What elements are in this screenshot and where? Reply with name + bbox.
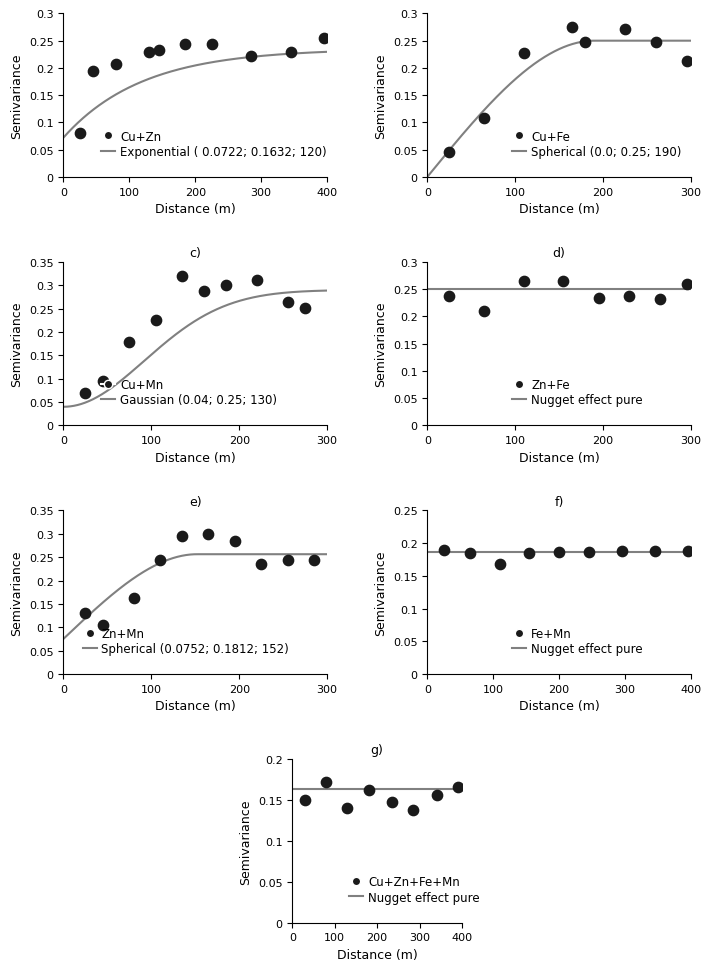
Point [251,273,262,288]
Point [363,782,374,798]
Point [620,22,631,37]
Point [123,335,135,351]
Point [593,291,604,307]
Legend: Cu+Zn, Exponential ( 0.0722; 0.1632; 120): Cu+Zn, Exponential ( 0.0722; 0.1632; 120… [101,131,326,159]
Y-axis label: Semivariance: Semivariance [11,550,23,635]
Y-axis label: Semivariance: Semivariance [374,54,387,138]
Point [286,45,297,61]
Y-axis label: Semivariance: Semivariance [11,54,23,138]
Point [518,46,529,62]
Point [524,546,535,561]
Point [80,606,91,622]
Point [479,304,490,319]
Point [74,127,85,142]
Point [128,590,140,605]
Point [431,787,442,802]
Point [342,801,353,816]
Point [649,544,661,559]
Point [176,269,188,284]
Point [654,292,666,308]
Point [154,44,165,60]
X-axis label: Distance (m): Distance (m) [155,452,235,464]
Legend: Cu+Fe, Spherical (0.0; 0.25; 190): Cu+Fe, Spherical (0.0; 0.25; 190) [513,131,682,159]
Y-axis label: Semivariance: Semivariance [11,302,23,387]
Point [407,802,419,818]
Point [150,313,161,329]
Title: d): d) [553,247,565,260]
Point [616,544,627,559]
Point [681,277,692,292]
Legend: Zn+Mn, Spherical (0.0752; 0.1812; 152): Zn+Mn, Spherical (0.0752; 0.1812; 152) [82,627,289,655]
Legend: Zn+Fe, Nugget effect pure: Zn+Fe, Nugget effect pure [513,379,643,407]
Point [229,533,240,549]
X-axis label: Distance (m): Distance (m) [519,452,599,464]
Point [282,553,293,568]
Title: c): c) [190,247,201,260]
Point [443,145,455,160]
Title: g): g) [371,744,384,756]
Point [97,374,109,389]
Point [176,529,188,544]
Point [580,35,591,50]
Legend: Fe+Mn, Nugget effect pure: Fe+Mn, Nugget effect pure [513,627,643,655]
Point [154,553,166,568]
Point [443,289,455,305]
Point [206,37,217,53]
X-axis label: Distance (m): Distance (m) [519,203,599,216]
Y-axis label: Semivariance: Semivariance [374,302,387,387]
Point [282,295,293,310]
Point [567,20,578,36]
Point [650,35,661,50]
Title: e): e) [189,496,202,508]
Y-axis label: Semivariance: Semivariance [240,799,252,883]
X-axis label: Distance (m): Distance (m) [155,203,235,216]
Point [583,545,594,560]
Point [255,557,266,573]
Point [111,58,122,73]
Y-axis label: Semivariance: Semivariance [374,550,387,635]
Point [321,775,332,790]
Legend: Cu+Mn, Gaussian (0.04; 0.25; 130): Cu+Mn, Gaussian (0.04; 0.25; 130) [101,379,277,407]
Point [682,544,693,559]
Point [221,279,232,294]
Point [494,556,505,572]
Point [465,546,476,561]
Point [97,618,109,633]
Point [308,553,319,568]
Point [386,794,398,809]
Point [180,37,191,53]
X-axis label: Distance (m): Distance (m) [519,700,599,712]
Point [438,542,449,557]
Point [553,545,565,560]
Point [681,55,692,70]
Point [624,289,635,305]
Point [80,385,91,401]
Point [558,274,569,289]
X-axis label: Distance (m): Distance (m) [155,700,235,712]
Title: f): f) [554,496,564,508]
Point [318,31,329,46]
Point [300,793,311,808]
Point [300,301,311,316]
Point [245,49,257,64]
Point [198,284,209,300]
Point [518,274,529,289]
Point [479,111,490,127]
Point [452,779,463,795]
X-axis label: Distance (m): Distance (m) [337,948,417,961]
Point [144,45,155,61]
Point [87,63,99,79]
Legend: Cu+Zn+Fe+Mn, Nugget effect pure: Cu+Zn+Fe+Mn, Nugget effect pure [349,875,479,903]
Point [203,527,214,542]
